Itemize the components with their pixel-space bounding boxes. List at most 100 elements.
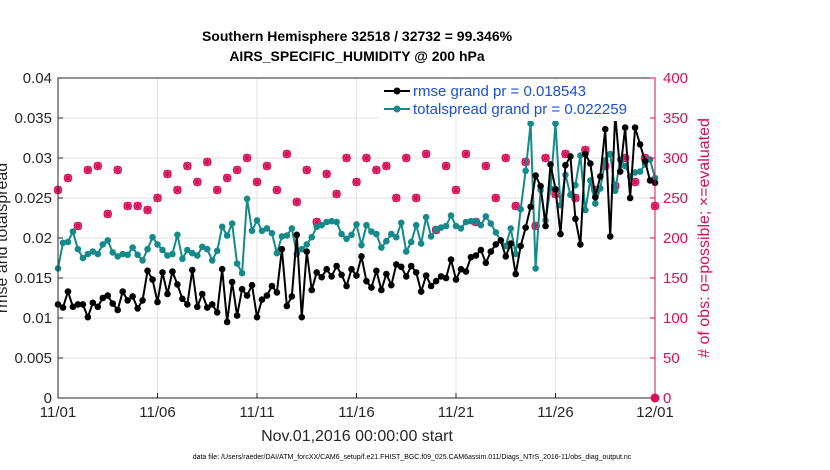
evaluated-marker (143, 205, 152, 215)
x-tick-label: 11/11 (239, 404, 274, 421)
rmse-point (99, 294, 107, 302)
rmse-point (487, 248, 495, 255)
rmse-point (233, 312, 241, 319)
y-tick-label: 0.005 (14, 350, 52, 367)
totalspread-point (74, 245, 82, 253)
evaluated-marker (272, 185, 281, 195)
y-tick-label: 0.01 (23, 310, 52, 327)
rmse-point (253, 313, 261, 321)
rmse-point (437, 273, 445, 280)
evaluated-marker (481, 161, 490, 171)
totalspread-point (79, 254, 87, 262)
totalspread-point (174, 231, 181, 239)
totalspread-point (64, 238, 72, 246)
evaluated-marker (302, 165, 311, 175)
rmse-point (467, 253, 475, 261)
totalspread-point (238, 269, 246, 277)
rmse-point (388, 281, 395, 289)
evaluated-marker (631, 177, 640, 187)
rmse-point (477, 246, 485, 254)
evaluated-marker (402, 153, 411, 163)
rmse-point (174, 281, 181, 288)
rmse-point (502, 253, 510, 260)
evaluated-marker (591, 185, 600, 195)
rmse-point (283, 302, 291, 310)
totalspread-point (69, 228, 77, 235)
rmse-point (383, 270, 390, 278)
rmse-point (154, 298, 161, 306)
evaluated-marker (422, 149, 431, 159)
rmse-point (64, 288, 72, 295)
totalspread-point (99, 241, 107, 248)
totalspread-point (582, 206, 589, 214)
rmse-point (547, 161, 554, 168)
totalspread-point (218, 223, 226, 231)
rmse-point (298, 313, 306, 321)
evaluated-marker (501, 153, 510, 163)
totalspread-point (189, 249, 196, 257)
totalspread-point (134, 251, 141, 259)
rmse-point (333, 262, 340, 270)
evaluated-marker (561, 149, 570, 159)
x-axis: 11/01 11/06 11/11 11/16 11/21 11/26 12/01 (40, 393, 674, 421)
totalspread-point (452, 222, 460, 230)
rmse-spread-lines (54, 110, 659, 326)
totalspread-point (417, 240, 425, 247)
rmse-point (527, 203, 534, 211)
legend: rmse grand pr = 0.018543 totalspread gra… (378, 81, 650, 121)
totalspread-point (592, 200, 599, 207)
totalspread-point (462, 218, 470, 226)
rmse-point (313, 269, 321, 276)
y2-axis-label: # of obs: o=possible; ×=evaluated (696, 118, 713, 358)
evaluated-marker (621, 153, 630, 163)
rmse-point (348, 265, 355, 273)
totalspread-point (119, 250, 126, 258)
rmse-point (492, 241, 500, 248)
totalspread-point (447, 212, 455, 219)
x-tick-label: 12/01 (636, 404, 674, 421)
rmse-point (218, 265, 226, 273)
evaluated-marker (571, 193, 580, 203)
totalspread-point (89, 248, 97, 255)
rmse-point (94, 303, 102, 311)
rmse-point (512, 270, 519, 278)
legend-marker-totalspread (393, 105, 401, 113)
evaluated-marker (461, 149, 471, 159)
totalspread-point (253, 217, 261, 224)
rmse-point (557, 230, 564, 238)
rmse-point (507, 240, 515, 247)
obs-count-markers (53, 145, 660, 403)
evaluated-marker (372, 165, 381, 175)
rmse-point (198, 290, 206, 298)
totalspread-point (124, 251, 131, 259)
rmse-point (144, 267, 151, 275)
x-tick-label: 11/06 (139, 404, 175, 421)
totalspread-point (114, 253, 121, 260)
totalspread-point (169, 250, 176, 258)
totalspread-point (358, 241, 365, 249)
rmse-point (194, 303, 201, 311)
evaluated-marker (362, 153, 371, 163)
evaluated-marker (63, 173, 73, 183)
rmse-point (457, 265, 465, 273)
evaluated-marker (173, 185, 182, 195)
totalspread-point (283, 232, 291, 239)
totalspread-point (129, 244, 136, 251)
y-tick-label: 0.015 (14, 270, 52, 287)
rmse-point (621, 124, 629, 131)
rmse-point (368, 284, 375, 291)
totalspread-point (59, 239, 67, 247)
rmse-point (258, 296, 266, 303)
rmse-point (59, 304, 67, 311)
rmse-point (427, 282, 435, 290)
rmse-point (69, 303, 77, 311)
evaluated-marker (83, 165, 92, 175)
totalspread-point (442, 222, 450, 230)
rmse-point (452, 276, 460, 283)
totalspread-point (477, 221, 485, 229)
footnote: data file: /Users/raeder/DAI/ATM_forcXX/… (193, 454, 632, 461)
rmse-point (323, 265, 330, 273)
rmse-point (203, 304, 211, 311)
legend-marker-rmse (393, 87, 401, 95)
totalspread-point (502, 242, 510, 250)
